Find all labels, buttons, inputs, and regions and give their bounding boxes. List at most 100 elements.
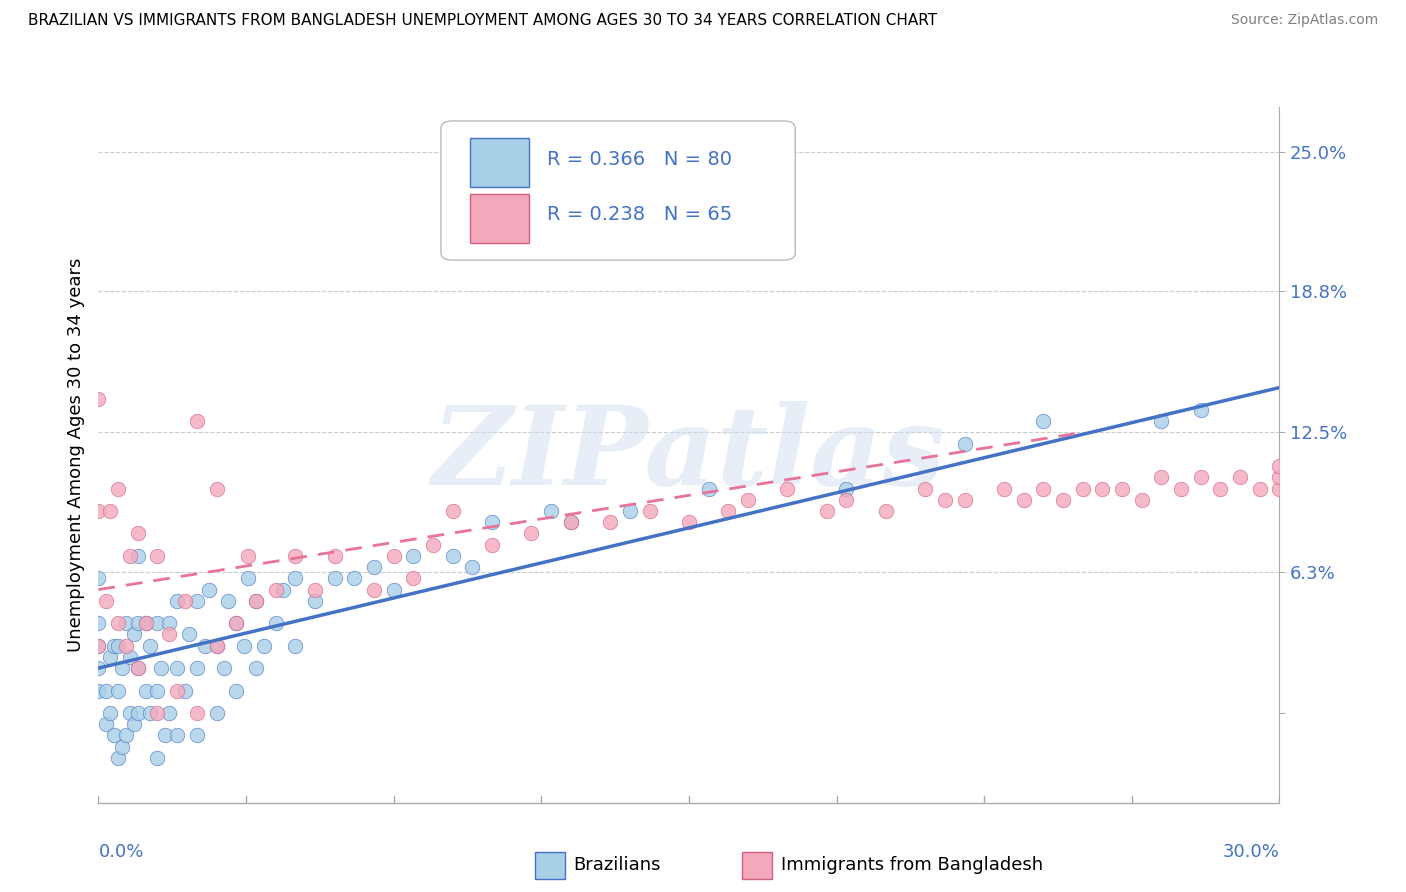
Point (382, 549, 405, 563)
Point (441, 549, 464, 563)
Point (135, 616, 157, 631)
Point (174, 594, 197, 608)
Point (481, 538, 503, 552)
Point (1150, 414, 1173, 428)
Point (127, 661, 149, 675)
Point (233, 639, 256, 653)
Point (157, 627, 180, 641)
Point (127, 661, 149, 675)
Text: Source: ZipAtlas.com: Source: ZipAtlas.com (1230, 13, 1378, 28)
Point (363, 560, 385, 574)
Point (87, 683, 110, 698)
Point (560, 515, 582, 529)
Point (717, 504, 740, 518)
Point (115, 616, 138, 631)
Point (155, 729, 177, 743)
Point (1012, 492, 1035, 507)
Point (87, 616, 110, 631)
Point (1268, 459, 1291, 474)
Point (481, 515, 503, 529)
Point (1189, 403, 1212, 417)
Point (138, 706, 160, 720)
Point (115, 639, 138, 653)
Point (1091, 482, 1114, 496)
Point (135, 616, 157, 631)
Point (135, 683, 157, 698)
Point (835, 482, 858, 496)
Point (402, 549, 425, 563)
Point (264, 582, 287, 597)
Point (87, 661, 110, 675)
Point (284, 571, 307, 585)
Point (122, 627, 145, 641)
Y-axis label: Unemployment Among Ages 30 to 34 years: Unemployment Among Ages 30 to 34 years (66, 258, 84, 652)
Point (87, 639, 110, 653)
Point (127, 526, 149, 541)
Point (323, 549, 346, 563)
Point (225, 683, 247, 698)
Point (382, 582, 405, 597)
Text: 0.0%: 0.0% (98, 843, 143, 861)
Point (96, 594, 118, 608)
Point (127, 616, 149, 631)
Point (520, 526, 543, 541)
Point (363, 582, 385, 597)
FancyBboxPatch shape (742, 852, 772, 880)
Point (304, 594, 326, 608)
Point (1032, 414, 1054, 428)
Point (638, 504, 661, 518)
Point (1150, 470, 1173, 484)
Point (118, 706, 141, 720)
Point (127, 549, 149, 563)
Point (205, 482, 228, 496)
Point (96, 717, 118, 731)
Point (118, 649, 141, 664)
Text: R = 0.366   N = 80: R = 0.366 N = 80 (547, 150, 733, 169)
Point (122, 717, 145, 731)
Point (150, 661, 173, 675)
Point (225, 616, 247, 631)
Point (1229, 470, 1251, 484)
Point (127, 706, 149, 720)
Point (343, 571, 366, 585)
Point (1268, 482, 1291, 496)
Point (245, 594, 267, 608)
Text: Immigrants from Bangladesh: Immigrants from Bangladesh (782, 856, 1043, 874)
Point (678, 515, 700, 529)
Point (146, 751, 169, 765)
Point (422, 538, 444, 552)
Text: ZIPatlas: ZIPatlas (432, 401, 946, 508)
Point (1052, 492, 1074, 507)
Point (197, 582, 219, 597)
Point (1209, 482, 1232, 496)
Point (1032, 482, 1054, 496)
Point (835, 492, 858, 507)
Point (194, 639, 217, 653)
Point (205, 706, 228, 720)
Point (236, 571, 259, 585)
Text: 30.0%: 30.0% (1223, 843, 1279, 861)
Point (87, 639, 110, 653)
Point (253, 639, 276, 653)
Point (236, 549, 259, 563)
Point (225, 616, 247, 631)
Point (98, 706, 121, 720)
Point (166, 683, 188, 698)
FancyBboxPatch shape (471, 138, 530, 187)
Point (953, 436, 976, 450)
Point (1189, 470, 1212, 484)
Point (245, 594, 267, 608)
Text: R = 0.238   N = 65: R = 0.238 N = 65 (547, 205, 733, 225)
Point (166, 729, 188, 743)
FancyBboxPatch shape (536, 852, 565, 880)
Point (118, 549, 141, 563)
Point (737, 492, 759, 507)
Point (174, 683, 197, 698)
Point (284, 639, 307, 653)
Point (205, 639, 228, 653)
Point (1249, 482, 1271, 496)
Point (96, 683, 118, 698)
Point (146, 616, 169, 631)
Point (619, 504, 641, 518)
Point (273, 582, 295, 597)
